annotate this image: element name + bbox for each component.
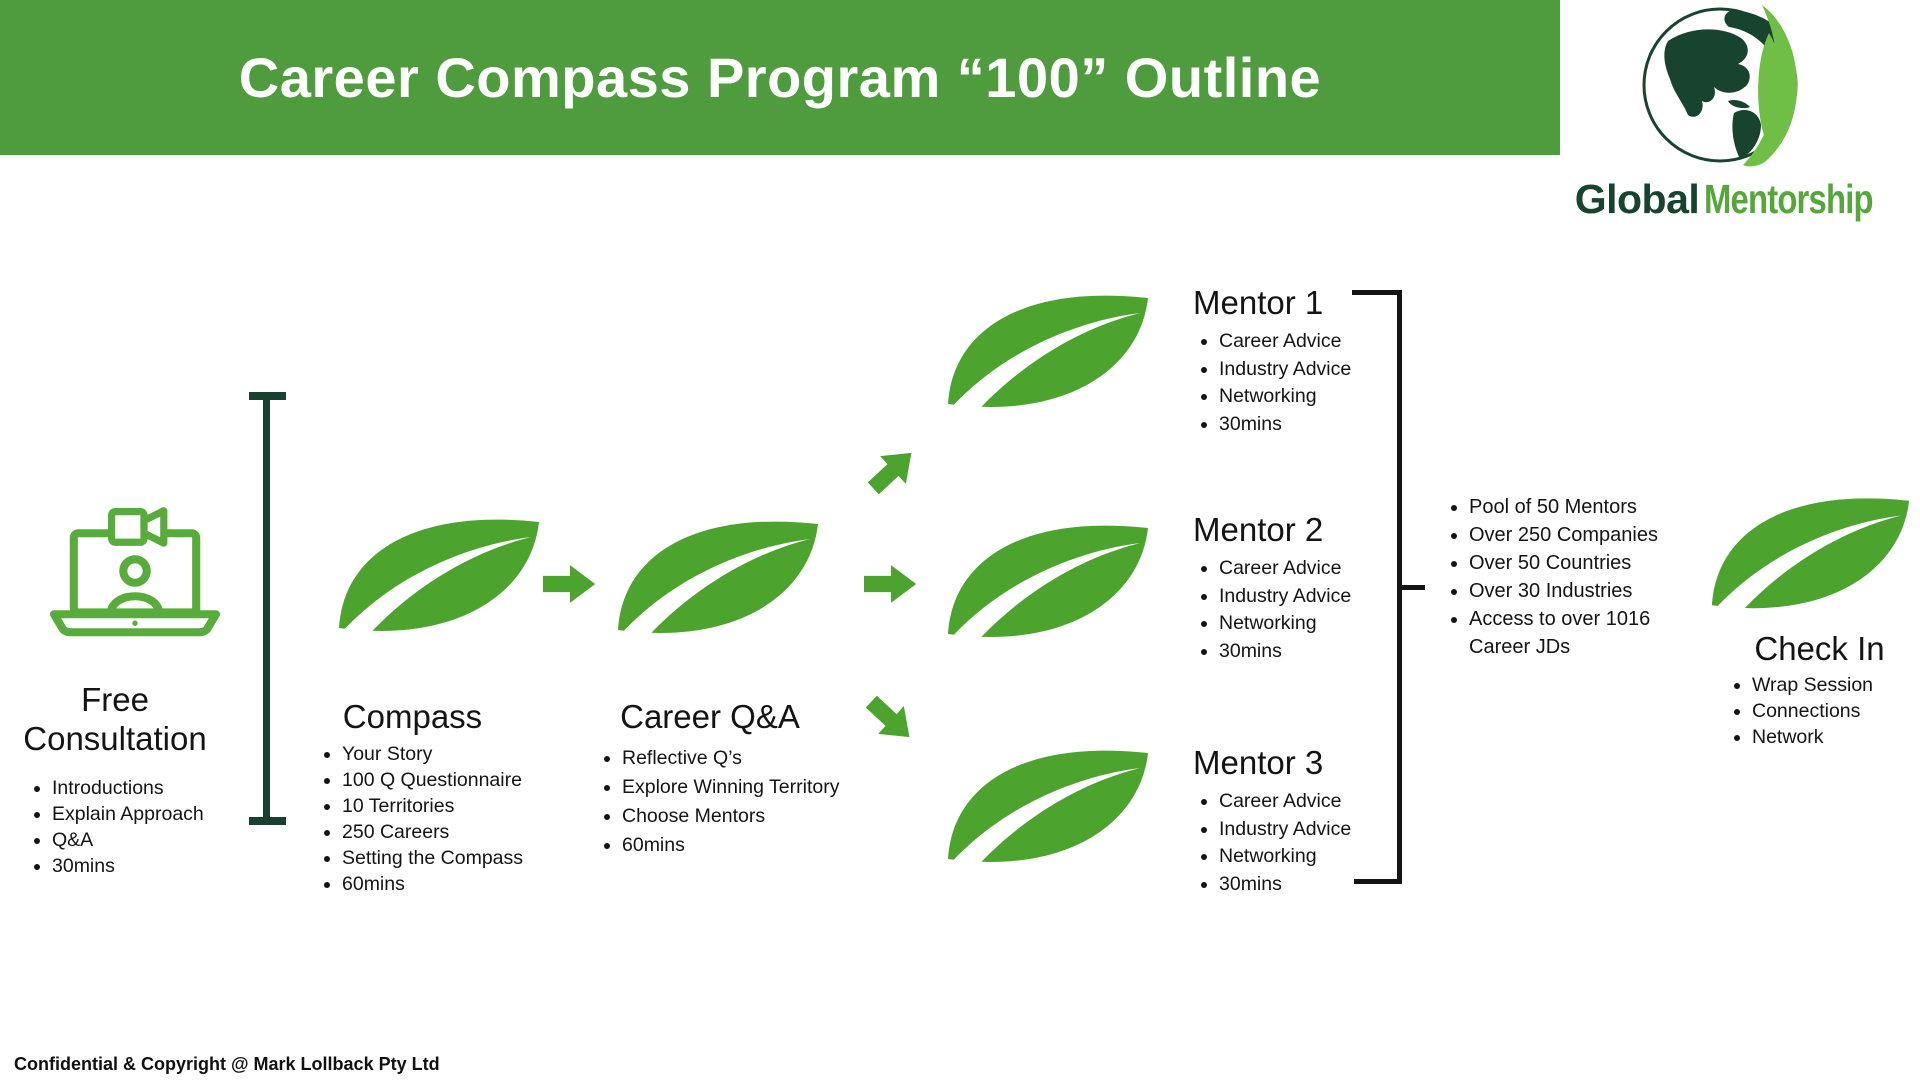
logo-text-mentorship: Mentorship — [1704, 176, 1874, 222]
list-item: Career Advice — [1219, 555, 1439, 583]
list-item: Setting the Compass — [342, 845, 572, 871]
mentor-3-list: Career Advice Industry Advice Networking… — [1195, 788, 1439, 898]
stage-title-mentor-1: Mentor 1 — [1193, 284, 1324, 321]
stage-divider-line — [263, 394, 270, 824]
stage-title-free-consultation: Free Consultation — [23, 681, 207, 757]
list-item: Networking — [1219, 610, 1439, 638]
stage-divider-cap-top — [249, 392, 286, 400]
stage-title-career-qa: Career Q&A — [620, 698, 800, 735]
list-item: 30mins — [1219, 411, 1439, 439]
compass-list: Your Story 100 Q Questionnaire 10 Territ… — [318, 741, 572, 897]
stage-title-mentor-2: Mentor 2 — [1193, 511, 1324, 548]
title-banner: Career Compass Program “100” Outline — [0, 0, 1560, 155]
list-item: Networking — [1219, 383, 1439, 411]
leaf-icon — [942, 295, 1148, 422]
list-item: 10 Territories — [342, 793, 572, 819]
list-item: 60mins — [342, 871, 572, 897]
list-item: 30mins — [1219, 871, 1439, 899]
list-item: Connections — [1752, 698, 1920, 724]
list-item: Career Advice — [1219, 328, 1439, 356]
stage-title-check-in: Check In — [1754, 630, 1885, 667]
mentor-2-list: Career Advice Industry Advice Networking… — [1195, 555, 1439, 665]
list-item: Introductions — [52, 775, 262, 801]
list-item: Network — [1752, 724, 1920, 750]
list-item: Over 250 Companies — [1469, 521, 1714, 549]
leaf-icon — [612, 521, 818, 648]
logo-text-global: Global — [1574, 176, 1700, 222]
list-item: 30mins — [52, 853, 262, 879]
free-consultation-list: Introductions Explain Approach Q&A 30min… — [28, 775, 262, 879]
list-item: Over 30 Industries — [1469, 577, 1714, 605]
stage-title-compass: Compass — [342, 698, 483, 735]
list-item: Industry Advice — [1219, 816, 1439, 844]
leaf-icon — [942, 525, 1148, 652]
list-item: Choose Mentors — [622, 802, 892, 831]
mentor-1-list: Career Advice Industry Advice Networking… — [1195, 328, 1439, 438]
list-item: Pool of 50 Mentors — [1469, 493, 1714, 521]
list-item: Access to over 1016 Career JDs — [1469, 605, 1714, 661]
list-item: Industry Advice — [1219, 356, 1439, 384]
stage-title-mentor-3: Mentor 3 — [1193, 744, 1324, 781]
leaf-icon — [942, 750, 1148, 877]
leaf-icon — [1706, 498, 1910, 623]
stage-divider-cap-bottom — [249, 817, 286, 825]
mentor-bracket-top-arm — [1352, 290, 1402, 295]
list-item: Networking — [1219, 843, 1439, 871]
mentor-bracket-mid-tick — [1397, 585, 1425, 590]
globe-leaf-logo-icon — [1642, 5, 1798, 167]
list-item: 100 Q Questionnaire — [342, 767, 572, 793]
career-qa-list: Reflective Q’s Explore Winning Territory… — [598, 744, 892, 860]
list-item: Q&A — [52, 827, 262, 853]
page-title: Career Compass Program “100” Outline — [238, 46, 1322, 109]
footer-copyright: Confidential & Copyright @ Mark Lollback… — [14, 1054, 440, 1074]
list-item: Explain Approach — [52, 801, 262, 827]
leaf-icon — [333, 519, 539, 646]
arrow-right-icon — [864, 565, 917, 603]
list-item: Reflective Q’s — [622, 744, 892, 773]
list-item: 250 Careers — [342, 819, 572, 845]
list-item: Wrap Session — [1752, 672, 1920, 698]
video-call-laptop-icon — [49, 507, 221, 637]
list-item: Industry Advice — [1219, 583, 1439, 611]
arrow-up-right-icon — [867, 452, 912, 495]
logo-wordmark: Global Mentorship — [1545, 176, 1920, 223]
list-item: Explore Winning Territory — [622, 773, 892, 802]
list-item: Over 50 Countries — [1469, 549, 1714, 577]
mentor-pool-list: Pool of 50 Mentors Over 250 Companies Ov… — [1445, 493, 1714, 661]
mentor-bracket-bottom-arm — [1354, 879, 1402, 884]
list-item: 30mins — [1219, 638, 1439, 666]
arrow-right-icon — [543, 565, 596, 603]
check-in-list: Wrap Session Connections Network — [1728, 672, 1920, 750]
arrow-down-right-icon — [865, 695, 910, 738]
list-item: 60mins — [622, 831, 892, 860]
list-item: Career Advice — [1219, 788, 1439, 816]
list-item: Your Story — [342, 741, 572, 767]
